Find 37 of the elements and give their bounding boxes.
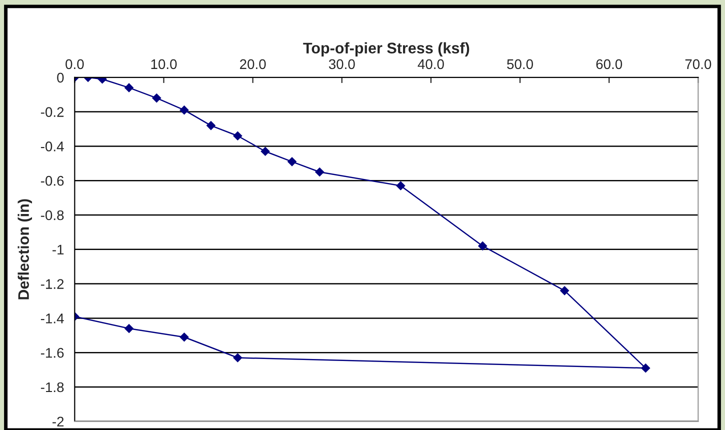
point xyxy=(233,131,242,140)
y-tick-label: -2 xyxy=(52,416,64,426)
x-tick-label: 70.0 xyxy=(685,59,712,70)
y-tick-label: -1.6 xyxy=(40,348,64,358)
point xyxy=(206,121,216,130)
x-tick-label: 50.0 xyxy=(507,59,534,70)
x-tick-label: 30.0 xyxy=(328,59,355,70)
point xyxy=(560,286,570,296)
y-tick-label: -1 xyxy=(52,244,64,254)
point xyxy=(233,353,242,362)
point xyxy=(315,168,324,176)
y-tick-label: -1.8 xyxy=(40,382,64,392)
y-axis-title: Deflection (in) xyxy=(18,199,32,300)
y-tick-label: -0.8 xyxy=(40,210,64,220)
point xyxy=(260,146,270,156)
x-axis-title: Top-of-pier Stress (ksf) xyxy=(303,42,470,57)
point xyxy=(478,242,488,250)
point xyxy=(180,106,189,115)
x-tick-label: 0.0 xyxy=(66,59,84,70)
y-tick-label: -1.2 xyxy=(40,279,64,289)
point xyxy=(396,181,406,190)
x-tick-label: 20.0 xyxy=(240,59,266,70)
y-tick-label: -0.6 xyxy=(40,176,64,186)
y-tick-label: -0.2 xyxy=(40,107,64,117)
point xyxy=(180,332,189,342)
y-tick-label: 0 xyxy=(57,72,64,83)
point xyxy=(98,77,107,84)
point xyxy=(152,94,162,102)
point xyxy=(124,324,134,333)
y-tick-label: -1.4 xyxy=(40,314,64,324)
x-tick-label: 40.0 xyxy=(418,59,444,70)
y-tick-label: -0.4 xyxy=(40,142,64,152)
x-tick-label: 10.0 xyxy=(151,59,177,70)
point xyxy=(124,83,134,92)
point xyxy=(288,157,296,166)
point xyxy=(641,364,650,373)
x-tick-label: 60.0 xyxy=(596,59,622,70)
